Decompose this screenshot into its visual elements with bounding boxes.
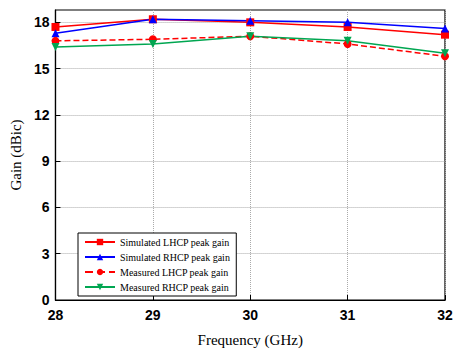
svg-text:32: 32 (437, 307, 453, 323)
svg-text:Simulated LHCP peak gain: Simulated LHCP peak gain (120, 237, 229, 248)
svg-text:Gain (dBic): Gain (dBic) (8, 119, 25, 190)
svg-text:Simulated RHCP peak gain: Simulated RHCP peak gain (120, 252, 230, 263)
svg-text:3: 3 (42, 246, 50, 262)
svg-text:0: 0 (42, 292, 50, 308)
svg-text:28: 28 (48, 307, 64, 323)
svg-text:30: 30 (242, 307, 258, 323)
svg-text:6: 6 (42, 199, 50, 215)
svg-text:31: 31 (340, 307, 356, 323)
svg-text:15: 15 (34, 61, 50, 77)
svg-text:18: 18 (34, 14, 50, 30)
svg-text:Frequency (GHz): Frequency (GHz) (198, 332, 303, 349)
svg-text:12: 12 (34, 107, 50, 123)
svg-text:Measured LHCP peak gain: Measured LHCP peak gain (120, 267, 228, 278)
svg-text:Measured RHCP peak gain: Measured RHCP peak gain (120, 282, 229, 293)
svg-text:9: 9 (42, 153, 50, 169)
svg-text:29: 29 (145, 307, 161, 323)
